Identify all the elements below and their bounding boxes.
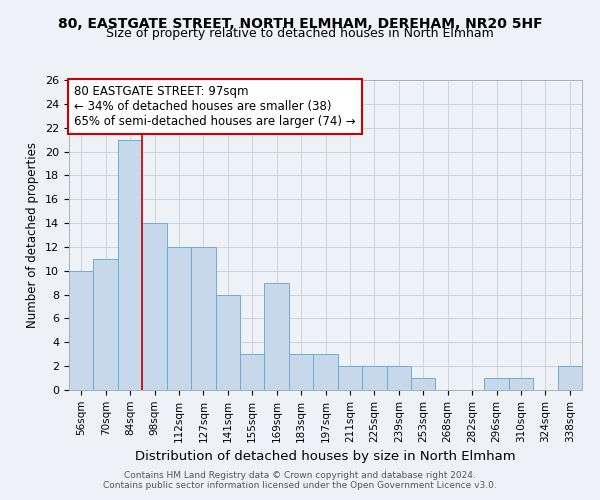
Text: Contains public sector information licensed under the Open Government Licence v3: Contains public sector information licen… <box>103 482 497 490</box>
Bar <box>386 366 411 390</box>
Bar <box>191 247 215 390</box>
Text: 80, EASTGATE STREET, NORTH ELMHAM, DEREHAM, NR20 5HF: 80, EASTGATE STREET, NORTH ELMHAM, DEREH… <box>58 18 542 32</box>
Bar <box>557 366 582 390</box>
Bar <box>215 294 240 390</box>
Bar <box>411 378 436 390</box>
Bar <box>69 271 94 390</box>
Text: Size of property relative to detached houses in North Elmham: Size of property relative to detached ho… <box>106 28 494 40</box>
Bar <box>484 378 509 390</box>
Bar <box>167 247 191 390</box>
Bar <box>362 366 386 390</box>
Bar <box>509 378 533 390</box>
Bar <box>313 354 338 390</box>
Bar <box>118 140 142 390</box>
Bar <box>240 354 265 390</box>
Y-axis label: Number of detached properties: Number of detached properties <box>26 142 40 328</box>
Bar <box>338 366 362 390</box>
Bar <box>94 259 118 390</box>
Text: Contains HM Land Registry data © Crown copyright and database right 2024.: Contains HM Land Registry data © Crown c… <box>124 472 476 480</box>
Text: 80 EASTGATE STREET: 97sqm
← 34% of detached houses are smaller (38)
65% of semi-: 80 EASTGATE STREET: 97sqm ← 34% of detac… <box>74 84 356 128</box>
X-axis label: Distribution of detached houses by size in North Elmham: Distribution of detached houses by size … <box>135 450 516 463</box>
Bar <box>142 223 167 390</box>
Bar <box>265 282 289 390</box>
Bar <box>289 354 313 390</box>
